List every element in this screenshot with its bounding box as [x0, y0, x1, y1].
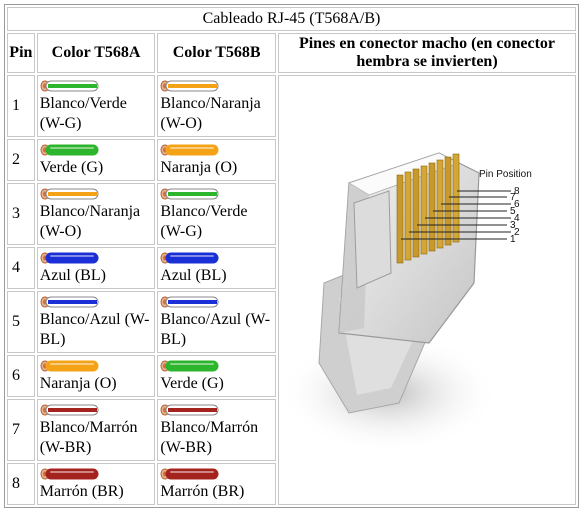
wire-color-label: Blanco/Azul (W-BL)	[160, 311, 271, 348]
pin-position-number: 5	[510, 206, 516, 217]
t568a-cell: Naranja (O)	[36, 355, 156, 397]
wire-icon	[40, 360, 99, 372]
t568b-cell: Verde (G)	[157, 355, 276, 397]
pin-position-number: 6	[514, 199, 520, 210]
t568b-cell: Blanco/Verde (W-G)	[157, 183, 276, 245]
table-row: 7 Blanco/Marrón (W-BR) Blanco/Marrón (W-BR…	[7, 399, 576, 461]
table-row: 4 Azul (BL) Azul (BL)	[7, 247, 576, 289]
wire-color-label: Verde (G)	[39, 159, 104, 176]
header-pin: Pin	[7, 33, 35, 73]
wire-color-label: Marrón (BR)	[160, 483, 245, 500]
pin-number: 8	[7, 463, 35, 505]
t568b-cell: Blanco/Azul (W-BL)	[157, 291, 276, 353]
t568b-cell: Azul (BL)	[157, 247, 276, 289]
t568b-cell: Marrón (BR)	[157, 463, 276, 505]
wire-color-label: Blanco/Naranja (W-O)	[39, 203, 141, 240]
pin-number: 2	[7, 139, 35, 181]
wire-icon	[160, 404, 219, 416]
wire-icon	[160, 360, 219, 372]
t568a-cell: Blanco/Verde (W-G)	[36, 75, 156, 137]
wire-color-label: Blanco/Azul (W-BL)	[39, 311, 150, 348]
t568a-cell: Verde (G)	[36, 139, 156, 181]
wire-icon	[40, 188, 99, 200]
table-row: 1 Blanco/Verde (W-G) Blanco/Naranja (W-O)	[7, 75, 576, 505]
header-t568a: Color T568A	[36, 33, 156, 73]
wire-icon	[40, 468, 99, 480]
table-row: 3 Blanco/Naranja (W-O) Blanco/Verde (W-G)	[7, 183, 576, 245]
table-row: 5 Blanco/Azul (W-BL) Blanco/Azul (W-BL)	[7, 291, 576, 353]
pin-number: 1	[7, 75, 35, 137]
t568b-cell: Naranja (O)	[157, 139, 276, 181]
table-caption: Cableado RJ-45 (T568A/B)	[7, 7, 576, 31]
wire-icon	[160, 80, 219, 92]
pin-position-number: 1	[510, 234, 516, 245]
t568a-cell: Blanco/Azul (W-BL)	[36, 291, 156, 353]
wire-color-label: Marrón (BR)	[39, 483, 124, 500]
pin-position-number: 4	[514, 213, 520, 224]
wire-color-label: Blanco/Marrón (W-BR)	[160, 419, 259, 456]
pin-number: 7	[7, 399, 35, 461]
wire-icon	[160, 468, 219, 480]
wire-icon	[40, 404, 99, 416]
wire-icon	[160, 252, 219, 264]
wire-icon	[160, 188, 219, 200]
wire-color-label: Blanco/Verde (W-G)	[160, 203, 248, 240]
wire-color-label: Blanco/Verde (W-G)	[39, 95, 127, 132]
wire-icon	[40, 296, 99, 308]
pin-position-label: Pin Position	[479, 169, 532, 180]
wire-color-label: Naranja (O)	[39, 375, 117, 392]
header-t568b: Color T568B	[157, 33, 276, 73]
wire-icon	[160, 296, 219, 308]
header-row: Pin Color T568A Color T568B Pines en con…	[7, 33, 576, 73]
t568b-cell: Blanco/Marrón (W-BR)	[157, 399, 276, 461]
t568a-cell: Azul (BL)	[36, 247, 156, 289]
pin-number: 6	[7, 355, 35, 397]
t568a-cell: Blanco/Marrón (W-BR)	[36, 399, 156, 461]
t568a-cell: Blanco/Naranja (W-O)	[36, 183, 156, 245]
wire-icon	[40, 80, 99, 92]
pin-position-number: 2	[514, 227, 520, 238]
wire-icon	[40, 144, 99, 156]
header-image: Pines en conector macho (en conector hem…	[278, 33, 576, 73]
pin-number: 5	[7, 291, 35, 353]
table-row: 2 Verde (G) Naranja (O)	[7, 139, 576, 181]
table-row: 6 Naranja (O) Verde (G)	[7, 355, 576, 397]
pin-number: 4	[7, 247, 35, 289]
wire-icon	[160, 144, 219, 156]
wire-color-label: Blanco/Marrón (W-BR)	[39, 419, 138, 456]
rj45-wiring-table: Cableado RJ-45 (T568A/B) Pin Color T568A…	[4, 4, 579, 508]
pin-number: 3	[7, 183, 35, 245]
t568b-cell: Blanco/Naranja (W-O)	[157, 75, 276, 137]
wire-color-label: Naranja (O)	[160, 159, 238, 176]
t568a-cell: Marrón (BR)	[36, 463, 156, 505]
pin-position-number: 3	[510, 220, 516, 231]
wire-color-label: Verde (G)	[160, 375, 224, 392]
wire-color-label: Blanco/Naranja (W-O)	[160, 95, 261, 132]
pin-position-number: 7	[510, 192, 516, 203]
gold-contacts	[396, 153, 460, 263]
wire-color-label: Azul (BL)	[39, 267, 106, 284]
wire-icon	[40, 252, 99, 264]
wire-color-label: Azul (BL)	[160, 267, 227, 284]
pin-position-number: 8	[514, 186, 520, 197]
